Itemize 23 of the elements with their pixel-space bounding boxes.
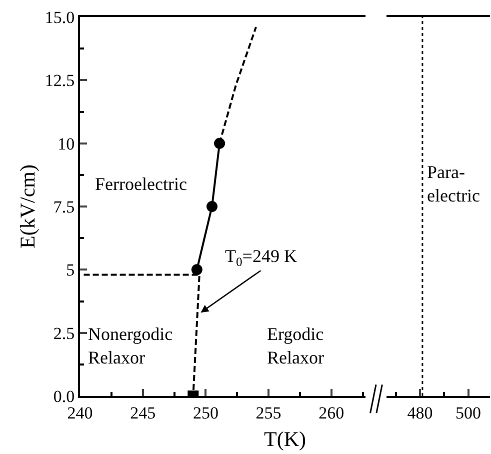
y-tick-label: 12.5: [44, 71, 75, 90]
y-tick-label: 2.5: [53, 324, 75, 343]
point: [206, 201, 218, 212]
y-tick-label: 0.0: [53, 386, 75, 406]
y-axis-title: E(kV/cm): [16, 164, 40, 248]
y-tick-label: 5: [66, 260, 75, 280]
x-tick-label: 245: [130, 403, 156, 422]
x2-tick-label: 480: [407, 403, 433, 422]
x-tick-label: 255: [256, 403, 282, 422]
x-tick-label: 240: [67, 403, 93, 422]
x2-tick-label: 500: [456, 403, 482, 422]
annotation: Ergodic Relaxor: [267, 324, 324, 368]
annotation: T$_{0}$=249 K: [225, 246, 297, 269]
annotation: Ferroelectric: [95, 174, 187, 194]
x-tick-label: 260: [318, 403, 344, 422]
annotation: Nonergodic Relaxor: [88, 324, 173, 368]
x-axis-title: T(K): [264, 427, 306, 451]
x-tick-label: 250: [192, 403, 218, 422]
y-tick-label: 10: [58, 134, 75, 154]
text: Para- electric: [427, 162, 480, 206]
y-tick-label: 15.0: [44, 8, 75, 27]
y-tick-label: 7.5: [53, 197, 75, 216]
point: [191, 264, 202, 276]
